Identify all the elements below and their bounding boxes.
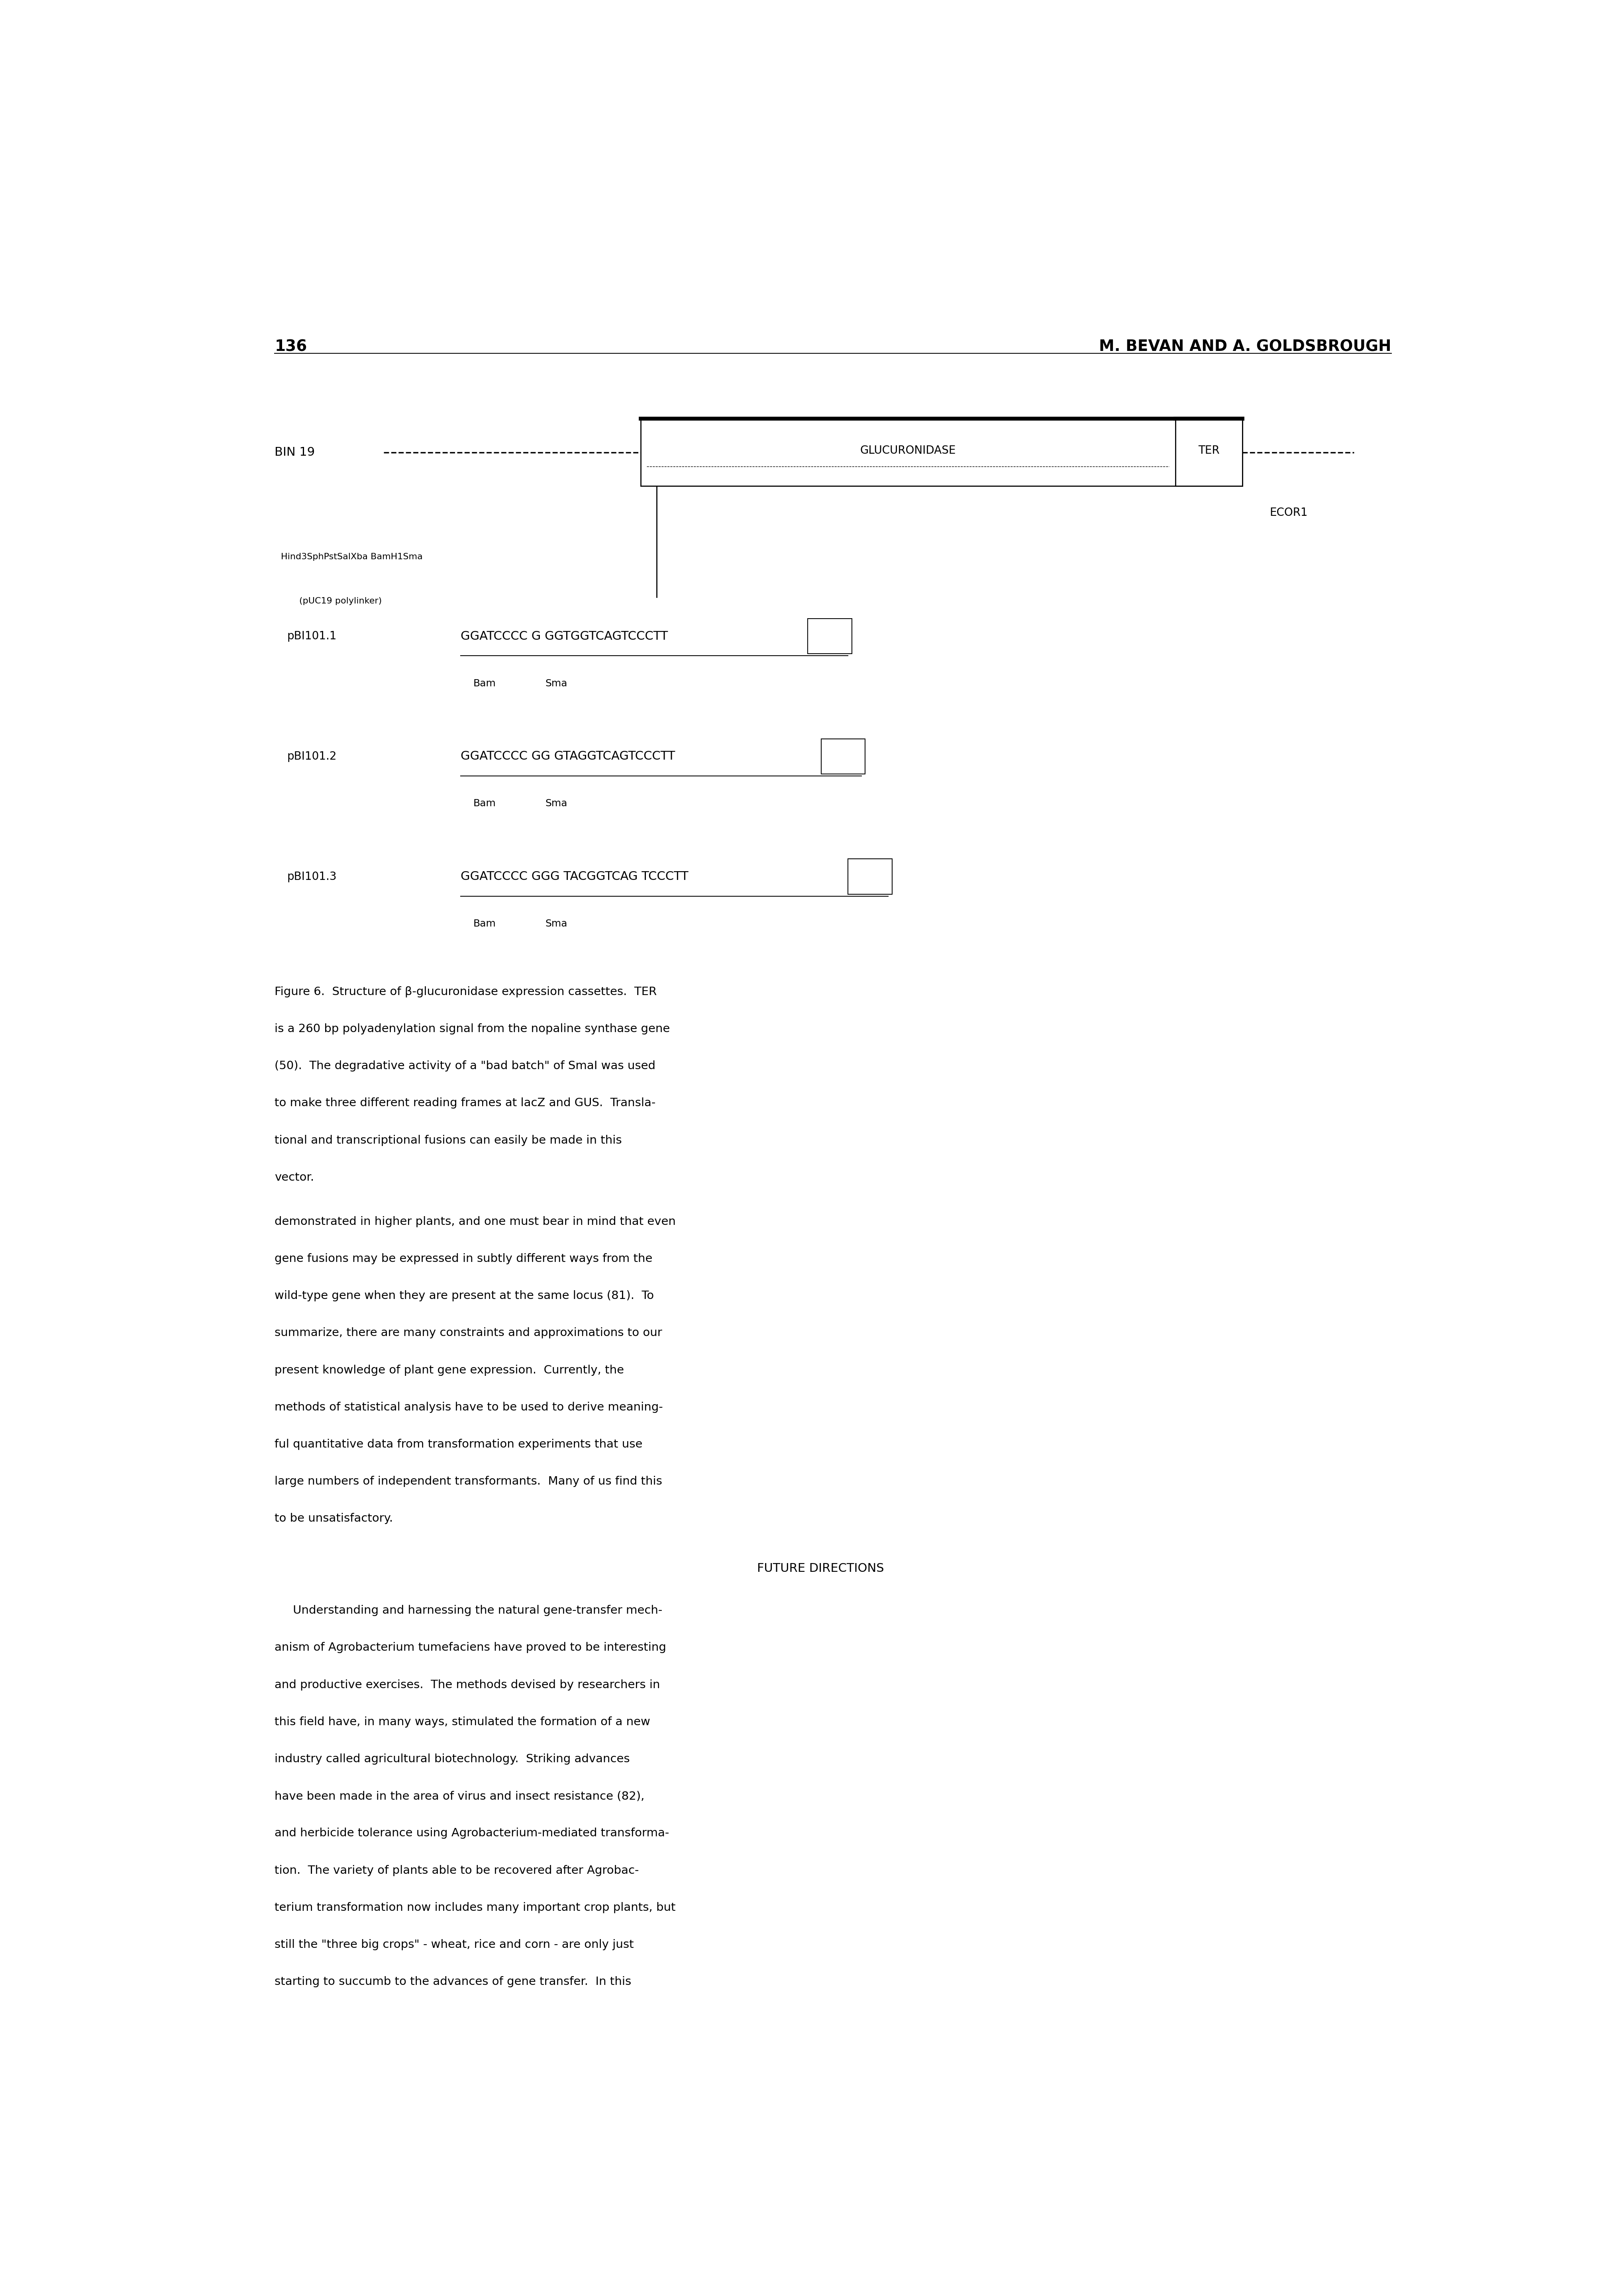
Bar — [1175, 418, 1242, 487]
Text: is a 260 bp polyadenylation signal from the nopaline synthase gene: is a 260 bp polyadenylation signal from … — [275, 1024, 669, 1035]
Text: wild-type gene when they are present at the same locus (81).  To: wild-type gene when they are present at … — [275, 1290, 653, 1302]
Text: still the "three big crops" - wheat, rice and corn - are only just: still the "three big crops" - wheat, ric… — [275, 1940, 634, 1949]
Text: pBI101.2: pBI101.2 — [287, 751, 336, 762]
Text: Sma: Sma — [544, 680, 567, 689]
Text: ATG: ATG — [809, 631, 833, 643]
Text: Bam: Bam — [474, 799, 496, 808]
Text: Bam: Bam — [474, 680, 496, 689]
Text: pBI101.1: pBI101.1 — [287, 631, 336, 643]
Text: industry called agricultural biotechnology.  Striking advances: industry called agricultural biotechnolo… — [275, 1754, 629, 1766]
Text: ATG: ATG — [849, 870, 874, 882]
Text: present knowledge of plant gene expression.  Currently, the: present knowledge of plant gene expressi… — [275, 1364, 624, 1375]
Text: to be unsatisfactory.: to be unsatisfactory. — [275, 1513, 392, 1525]
Bar — [821, 739, 865, 774]
Text: and productive exercises.  The methods devised by researchers in: and productive exercises. The methods de… — [275, 1678, 660, 1690]
Text: ATG: ATG — [823, 751, 847, 762]
Text: GGATCCCC GG GTAGGTCAGTCCCTT: GGATCCCC GG GTAGGTCAGTCCCTT — [461, 751, 676, 762]
Text: GGATCCCC GGG TACGGTCAG TCCCTT: GGATCCCC GGG TACGGTCAG TCCCTT — [461, 870, 688, 882]
Text: Sma: Sma — [544, 918, 567, 928]
Text: Sma: Sma — [544, 799, 567, 808]
Text: M. BEVAN AND A. GOLDSBROUGH: M. BEVAN AND A. GOLDSBROUGH — [1098, 340, 1391, 354]
Text: Figure 6.  Structure of β-glucuronidase expression cassettes.  TER: Figure 6. Structure of β-glucuronidase e… — [275, 987, 656, 996]
Text: tion.  The variety of plants able to be recovered after Agrobac-: tion. The variety of plants able to be r… — [275, 1864, 639, 1876]
Text: ECOR1: ECOR1 — [1270, 507, 1308, 519]
Text: BIN 19: BIN 19 — [275, 445, 315, 459]
Text: gene fusions may be expressed in subtly different ways from the: gene fusions may be expressed in subtly … — [275, 1254, 653, 1265]
Text: ful quantitative data from transformation experiments that use: ful quantitative data from transformatio… — [275, 1440, 642, 1451]
Bar — [640, 418, 1242, 487]
Text: summarize, there are many constraints and approximations to our: summarize, there are many constraints an… — [275, 1327, 663, 1339]
Text: GLUCURONIDASE: GLUCURONIDASE — [860, 445, 956, 457]
Text: TER: TER — [1198, 445, 1220, 457]
Text: anism of Agrobacterium tumefaciens have proved to be interesting: anism of Agrobacterium tumefaciens have … — [275, 1642, 666, 1653]
Text: tional and transcriptional fusions can easily be made in this: tional and transcriptional fusions can e… — [275, 1134, 621, 1146]
Text: to make three different reading frames at lacZ and GUS.  Transla-: to make three different reading frames a… — [275, 1097, 655, 1109]
Text: 136: 136 — [275, 340, 307, 354]
Text: have been made in the area of virus and insect resistance (82),: have been made in the area of virus and … — [275, 1791, 645, 1802]
Text: (50).  The degradative activity of a "bad batch" of SmaI was used: (50). The degradative activity of a "bad… — [275, 1061, 655, 1072]
Text: Understanding and harnessing the natural gene-transfer mech-: Understanding and harnessing the natural… — [275, 1605, 663, 1616]
Text: GGATCCCC G GGTGGTCAGTCCCTT: GGATCCCC G GGTGGTCAGTCCCTT — [461, 631, 668, 643]
Text: and herbicide tolerance using Agrobacterium-mediated transforma-: and herbicide tolerance using Agrobacter… — [275, 1828, 669, 1839]
Text: FUTURE DIRECTIONS: FUTURE DIRECTIONS — [757, 1564, 884, 1575]
Text: methods of statistical analysis have to be used to derive meaning-: methods of statistical analysis have to … — [275, 1401, 663, 1412]
Text: (pUC19 polylinker): (pUC19 polylinker) — [299, 597, 383, 606]
Text: Hind3SphPstSalXba BamH1Sma: Hind3SphPstSalXba BamH1Sma — [280, 553, 423, 560]
Text: this field have, in many ways, stimulated the formation of a new: this field have, in many ways, stimulate… — [275, 1717, 650, 1727]
Text: terium transformation now includes many important crop plants, but: terium transformation now includes many … — [275, 1901, 676, 1913]
Text: vector.: vector. — [275, 1171, 314, 1182]
Bar — [809, 618, 852, 654]
Text: demonstrated in higher plants, and one must bear in mind that even: demonstrated in higher plants, and one m… — [275, 1217, 676, 1226]
Text: large numbers of independent transformants.  Many of us find this: large numbers of independent transforman… — [275, 1476, 663, 1488]
Text: pBI101.3: pBI101.3 — [287, 870, 336, 882]
Text: starting to succumb to the advances of gene transfer.  In this: starting to succumb to the advances of g… — [275, 1977, 631, 1988]
Text: Bam: Bam — [474, 918, 496, 928]
Bar — [849, 859, 892, 895]
